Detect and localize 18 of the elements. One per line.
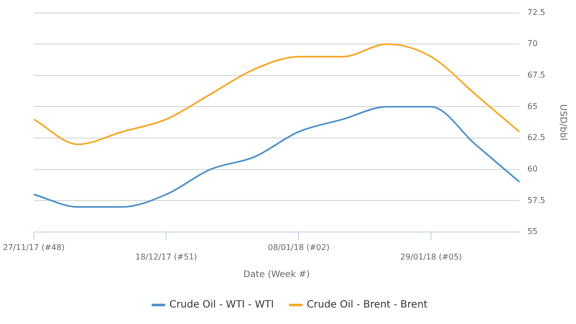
x-axis-title: Date (Week #) [243,270,310,280]
line-series [33,43,520,146]
x-tick-label: 27/11/17 (#48) [2,242,65,252]
y-tick-label: 60 [527,164,538,174]
y-axis-title: USD/bbl [557,104,568,140]
x-tick-label: 18/12/17 (#51) [135,252,198,262]
y-tick-label: 65 [527,102,538,111]
line-series [33,106,520,208]
x-tick-label: 08/01/18 (#02) [268,242,330,252]
legend-label: Crude Oil - Brent - Brent [306,300,428,311]
y-tick-label: 70 [527,39,538,48]
y-tick-label: 55 [527,227,538,236]
legend-label: Crude Oil - WTI - WTI [169,300,274,311]
y-tick-label: 62.5 [527,133,546,142]
y-tick-label: 72.5 [527,8,546,17]
y-tick-label: 67.5 [527,70,546,80]
y-tick-label: 57.5 [527,196,546,205]
x-tick-label: 29/01/18 (#05) [400,252,462,262]
